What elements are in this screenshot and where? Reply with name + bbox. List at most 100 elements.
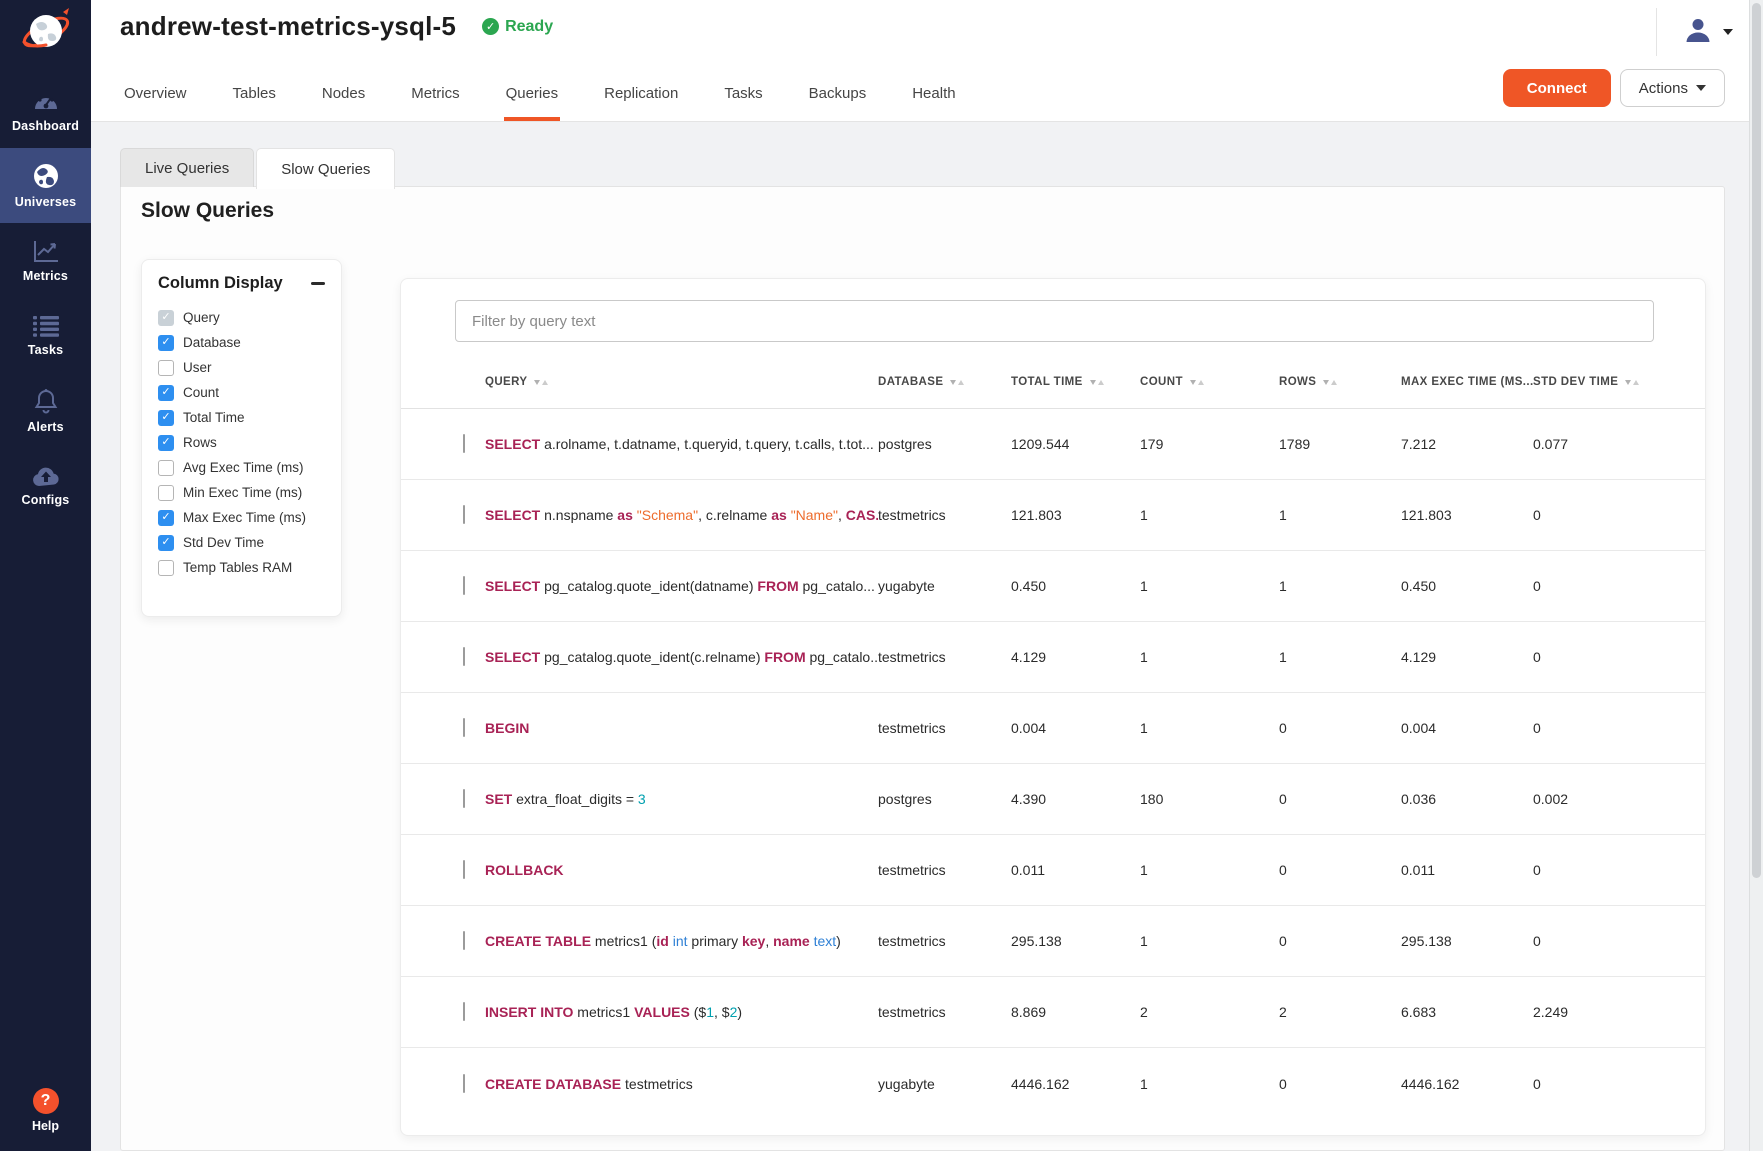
user-menu[interactable]	[1656, 8, 1733, 56]
column-display-option[interactable]: Min Exec Time (ms)	[158, 480, 325, 505]
rows-cell: 0	[1279, 1075, 1287, 1092]
sort-icon[interactable]	[1323, 379, 1338, 385]
column-option-label: User	[183, 360, 212, 375]
column-display-option[interactable]: Avg Exec Time (ms)	[158, 455, 325, 480]
nav-tab-tables[interactable]: Tables	[232, 85, 276, 102]
table-row[interactable]: SET extra_float_digits = 3 postgres 4.390 1…	[401, 764, 1705, 835]
sidebar-item-label: Universes	[14, 194, 77, 209]
table-row[interactable]: SELECT pg_catalog.quote_ident(datname) F…	[401, 551, 1705, 622]
checkbox-icon[interactable]: ✓	[158, 384, 174, 401]
nav-tab-health[interactable]: Health	[912, 85, 956, 102]
column-header-std-dev-time[interactable]: STD DEV TIME	[1533, 376, 1705, 388]
checkbox-icon[interactable]: ✓	[158, 509, 174, 526]
column-display-option[interactable]: ✓ Query	[158, 305, 325, 330]
nav-tab-queries[interactable]: Queries	[503, 75, 561, 121]
row-checkbox[interactable]	[463, 789, 465, 808]
column-display-option[interactable]: ✓ Total Time	[158, 405, 325, 430]
column-display-option[interactable]: ✓ Max Exec Time (ms)	[158, 505, 325, 530]
alerts-bell-icon	[34, 388, 58, 414]
row-checkbox[interactable]	[463, 647, 465, 666]
row-checkbox[interactable]	[463, 1002, 465, 1021]
tab-live-queries[interactable]: Live Queries	[120, 148, 255, 187]
actions-button[interactable]: Actions	[1619, 69, 1725, 107]
sidebar-item-universes[interactable]: Universes	[0, 148, 91, 223]
scrollbar-thumb[interactable]	[1752, 3, 1761, 878]
table-row[interactable]: INSERT INTO metrics1 VALUES ($1, $2) test…	[401, 977, 1705, 1048]
sidebar-item-tasks[interactable]: Tasks	[0, 298, 91, 373]
column-header-database[interactable]: DATABASE	[878, 376, 1011, 388]
table-row[interactable]: ROLLBACK testmetrics 0.011 1 0 0.011 0	[401, 835, 1705, 906]
sidebar-item-dashboard[interactable]: Dashboard	[0, 73, 91, 148]
checkbox-icon[interactable]: ✓	[158, 409, 174, 426]
checkbox-icon[interactable]	[158, 484, 174, 501]
sort-icon[interactable]	[534, 379, 549, 385]
row-checkbox[interactable]	[463, 860, 465, 879]
checkbox-icon[interactable]: ✓	[158, 334, 174, 351]
row-checkbox[interactable]	[463, 718, 465, 737]
column-display-option[interactable]: ✓ Std Dev Time	[158, 530, 325, 555]
rows-cell: 1	[1279, 649, 1287, 665]
nav-tab-overview[interactable]: Overview	[124, 85, 187, 102]
sort-icon[interactable]	[1625, 379, 1640, 385]
checkbox-icon[interactable]	[158, 459, 174, 476]
table-row[interactable]: SELECT a.rolname, t.datname, t.queryid, …	[401, 409, 1705, 480]
nav-tab-metrics[interactable]: Metrics	[411, 85, 460, 102]
std-dev-time-cell: 0	[1533, 862, 1541, 878]
nav-tab-backups[interactable]: Backups	[808, 85, 867, 102]
column-display-option[interactable]: Temp Tables RAM	[158, 555, 325, 580]
sidebar-item-configs[interactable]: Configs	[0, 448, 91, 523]
sort-icon[interactable]	[1189, 379, 1204, 385]
query-text-cell: SET extra_float_digits = 3	[485, 791, 646, 807]
nav-tab-nodes[interactable]: Nodes	[321, 85, 366, 102]
nav-tab-replication[interactable]: Replication	[604, 85, 679, 102]
sidebar-nav: Dashboard Universes Metrics Tasks	[0, 73, 91, 523]
table-row[interactable]: CREATE DATABASE testmetrics yugabyte 4446.…	[401, 1048, 1705, 1119]
column-display-option[interactable]: ✓ Rows	[158, 430, 325, 455]
column-header-count[interactable]: COUNT	[1140, 376, 1279, 388]
sort-icon[interactable]	[950, 379, 965, 385]
table-row[interactable]: SELECT n.nspname as "Schema", c.relname …	[401, 480, 1705, 551]
nav-tab-tasks[interactable]: Tasks	[724, 85, 763, 102]
total-time-cell: 8.869	[1011, 1004, 1047, 1020]
max-exec-time-cell: 0.004	[1401, 720, 1437, 736]
query-filter-input[interactable]	[455, 300, 1654, 342]
tab-slow-queries[interactable]: Slow Queries	[256, 148, 396, 189]
column-option-label: Query	[183, 310, 220, 325]
column-display-option[interactable]: ✓ Count	[158, 380, 325, 405]
max-exec-time-cell: 4.129	[1401, 649, 1437, 665]
table-row[interactable]: SELECT pg_catalog.quote_ident(c.relname)…	[401, 622, 1705, 693]
checkbox-icon[interactable]: ✓	[158, 534, 174, 551]
checkbox-icon[interactable]: ✓	[158, 309, 174, 326]
row-checkbox[interactable]	[463, 1073, 465, 1093]
connect-button[interactable]: Connect	[1502, 69, 1611, 107]
column-header-query[interactable]: QUERY	[485, 376, 878, 388]
page-scrollbar[interactable]	[1749, 0, 1763, 1151]
row-checkbox[interactable]	[463, 434, 465, 453]
row-checkbox[interactable]	[463, 505, 465, 524]
universe-title: andrew-test-metrics-ysql-5	[120, 11, 457, 41]
row-checkbox[interactable]	[463, 931, 465, 950]
column-header-total-time[interactable]: TOTAL TIME	[1011, 376, 1140, 388]
column-display-option[interactable]: ✓ Database	[158, 330, 325, 355]
rows-cell: 0	[1279, 720, 1287, 736]
checkbox-icon[interactable]: ✓	[158, 434, 174, 451]
count-cell: 1	[1140, 862, 1148, 878]
collapse-minus-icon[interactable]	[311, 282, 325, 285]
sidebar-item-help[interactable]: ? Help	[0, 1075, 91, 1145]
column-display-title: Column Display	[158, 274, 283, 292]
std-dev-time-cell: 0	[1533, 933, 1541, 949]
table-row[interactable]: BEGIN testmetrics 0.004 1 0 0.004 0	[401, 693, 1705, 764]
sidebar-item-alerts[interactable]: Alerts	[0, 373, 91, 448]
row-checkbox[interactable]	[463, 576, 465, 595]
checkbox-icon[interactable]	[158, 359, 174, 376]
sidebar-item-label: Alerts	[27, 419, 64, 434]
sidebar-item-metrics[interactable]: Metrics	[0, 223, 91, 298]
tasks-list-icon	[32, 315, 59, 337]
column-header-rows[interactable]: ROWS	[1279, 376, 1401, 388]
column-header-max-exec-time-ms[interactable]: MAX EXEC TIME (MS...	[1401, 376, 1533, 388]
sort-icon[interactable]	[1089, 379, 1104, 385]
table-row[interactable]: CREATE TABLE metrics1 (id int primary ke…	[401, 906, 1705, 977]
checkbox-icon[interactable]	[158, 559, 174, 576]
column-display-option[interactable]: User	[158, 355, 325, 380]
actions-button-label: Actions	[1638, 79, 1688, 97]
